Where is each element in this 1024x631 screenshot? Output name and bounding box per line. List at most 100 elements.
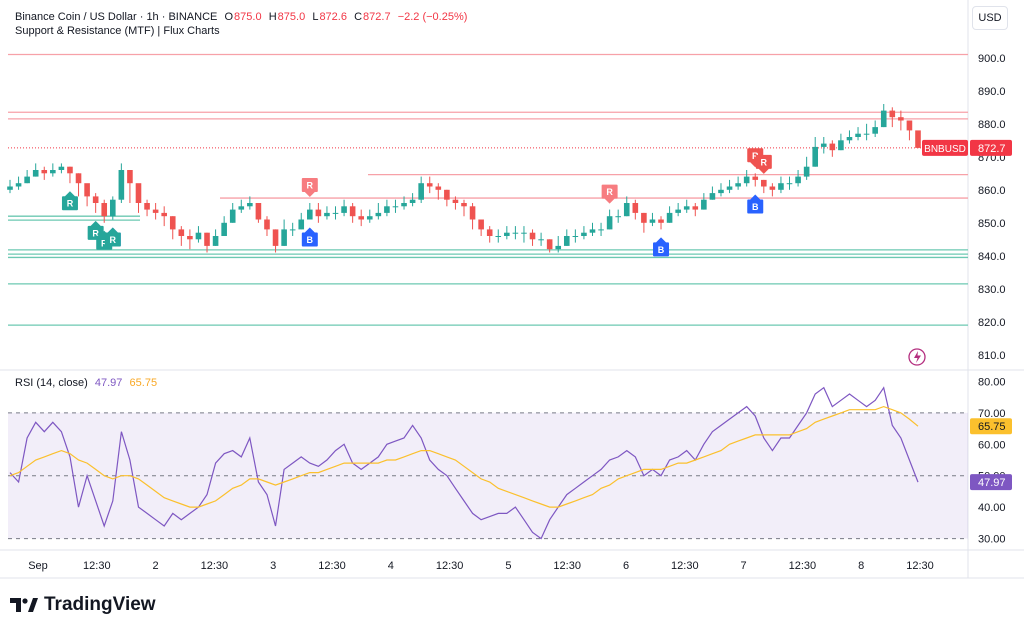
last-price-tag[interactable]: 872.7 xyxy=(970,139,1012,156)
support-marker[interactable]: R xyxy=(61,191,78,211)
candle[interactable] xyxy=(92,193,99,213)
sell-marker[interactable]: R xyxy=(601,184,618,204)
lightning-icon[interactable] xyxy=(908,348,926,366)
candle[interactable] xyxy=(135,183,142,213)
candle[interactable] xyxy=(101,199,108,223)
candle[interactable] xyxy=(855,127,861,141)
candle[interactable] xyxy=(898,110,904,131)
candle[interactable] xyxy=(307,203,313,220)
candle[interactable] xyxy=(187,229,193,250)
candle[interactable] xyxy=(332,206,339,220)
candle[interactable] xyxy=(247,196,253,210)
candle[interactable] xyxy=(264,216,270,236)
support-marker[interactable]: R xyxy=(87,220,104,240)
candle[interactable] xyxy=(58,163,65,174)
candle[interactable] xyxy=(786,176,793,190)
candle[interactable] xyxy=(504,226,510,240)
candle[interactable] xyxy=(632,199,639,220)
candle[interactable] xyxy=(384,199,390,217)
candle[interactable] xyxy=(478,219,484,237)
candle[interactable] xyxy=(195,226,202,243)
candle[interactable] xyxy=(392,199,399,213)
candle[interactable] xyxy=(289,222,296,236)
candle[interactable] xyxy=(546,239,553,253)
candle[interactable] xyxy=(820,137,827,154)
candle[interactable] xyxy=(426,176,433,194)
candle[interactable] xyxy=(75,173,82,197)
candle[interactable] xyxy=(84,183,90,207)
candle[interactable] xyxy=(435,183,442,200)
candle[interactable] xyxy=(718,183,724,197)
candle[interactable] xyxy=(761,179,767,194)
candle[interactable] xyxy=(255,203,262,223)
tradingview-logo[interactable]: TradingView xyxy=(10,594,156,616)
candle[interactable] xyxy=(555,236,562,253)
currency-button[interactable]: USD xyxy=(972,6,1008,30)
candle[interactable] xyxy=(752,173,759,187)
candle[interactable] xyxy=(229,203,236,223)
candle[interactable] xyxy=(589,222,596,236)
candle[interactable] xyxy=(50,163,56,177)
candle[interactable] xyxy=(349,203,356,223)
sell-marker[interactable]: R xyxy=(755,154,772,174)
candle[interactable] xyxy=(615,209,621,223)
candle[interactable] xyxy=(795,170,801,187)
candle[interactable] xyxy=(375,203,382,220)
candle[interactable] xyxy=(838,133,844,151)
candle[interactable] xyxy=(41,166,48,180)
indicator-legend[interactable]: Support & Resistance (MTF) | Flux Charts xyxy=(15,25,221,37)
candle[interactable] xyxy=(161,206,167,227)
rsi-ma-line[interactable] xyxy=(9,405,919,508)
candle[interactable] xyxy=(829,140,836,157)
candle[interactable] xyxy=(7,179,13,194)
candle[interactable] xyxy=(281,219,287,246)
candle[interactable] xyxy=(563,229,570,246)
candle[interactable] xyxy=(803,156,810,180)
candle[interactable] xyxy=(315,203,322,223)
candle[interactable] xyxy=(169,216,176,240)
candle[interactable] xyxy=(109,196,116,220)
candle[interactable] xyxy=(658,216,664,230)
candle[interactable] xyxy=(486,226,493,243)
rsi-legend[interactable]: RSI (14, close) 47.97 65.75 xyxy=(15,377,158,389)
candle[interactable] xyxy=(906,120,913,141)
support-marker[interactable]: R xyxy=(104,227,121,247)
candle[interactable] xyxy=(880,104,887,128)
candle[interactable] xyxy=(67,166,73,184)
candle[interactable] xyxy=(683,199,690,213)
candle[interactable] xyxy=(915,130,921,149)
candle[interactable] xyxy=(452,196,459,210)
candle[interactable] xyxy=(469,203,476,230)
buy-marker[interactable]: B xyxy=(653,237,670,257)
candle[interactable] xyxy=(529,229,536,246)
buy-marker[interactable]: B xyxy=(747,194,764,214)
candle[interactable] xyxy=(298,212,305,230)
rsi-line[interactable] xyxy=(9,386,919,540)
candle[interactable] xyxy=(623,196,630,217)
candle[interactable] xyxy=(15,176,22,190)
candle[interactable] xyxy=(675,203,681,217)
candle[interactable] xyxy=(127,170,133,203)
candle[interactable] xyxy=(598,222,604,236)
candle[interactable] xyxy=(846,130,853,144)
buy-marker[interactable]: B xyxy=(301,227,318,247)
candle[interactable] xyxy=(366,209,373,223)
candle[interactable] xyxy=(666,206,673,223)
candle[interactable] xyxy=(418,176,424,203)
symbol-price-tag[interactable]: BNBUSD xyxy=(922,139,968,156)
candle[interactable] xyxy=(581,226,587,240)
candle[interactable] xyxy=(358,209,365,227)
candle[interactable] xyxy=(118,163,125,203)
candle[interactable] xyxy=(32,163,39,177)
candle[interactable] xyxy=(701,193,707,210)
candle[interactable] xyxy=(221,216,227,236)
candle[interactable] xyxy=(444,189,450,207)
candle[interactable] xyxy=(889,107,896,128)
candle[interactable] xyxy=(872,120,878,138)
candle[interactable] xyxy=(812,137,819,167)
candle[interactable] xyxy=(863,123,870,141)
candle[interactable] xyxy=(692,203,699,217)
candle[interactable] xyxy=(238,199,245,213)
candle[interactable] xyxy=(769,183,776,197)
